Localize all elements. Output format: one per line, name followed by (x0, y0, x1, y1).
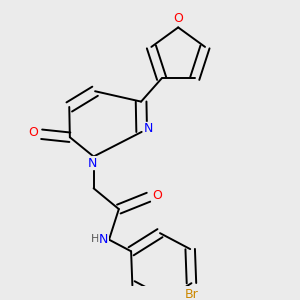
Text: N: N (87, 157, 97, 169)
Text: O: O (173, 12, 183, 25)
Text: N: N (143, 122, 153, 135)
Text: Br: Br (184, 288, 198, 300)
Text: H: H (91, 234, 99, 244)
Text: O: O (152, 189, 162, 202)
Text: O: O (28, 126, 38, 139)
Text: N: N (99, 233, 108, 246)
